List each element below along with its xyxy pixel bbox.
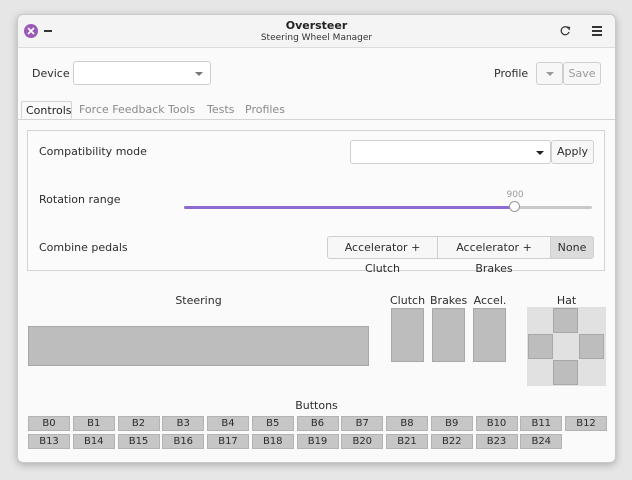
button-indicator-b4: B4 [207,416,249,431]
clutch-indicator [391,308,424,362]
button-indicator-b12: B12 [565,416,607,431]
button-indicator-b23: B23 [475,434,518,449]
button-indicator-b15: B15 [117,434,160,449]
window-title: Oversteer [285,19,348,32]
button-indicator-b0: B0 [28,416,70,431]
button-indicator-b2: B2 [117,416,160,431]
button-indicator-b24: B24 [520,434,563,449]
rotation-range-slider[interactable] [184,201,592,212]
combine-none-button[interactable]: None [550,236,594,259]
button-indicator-b14: B14 [72,434,115,449]
hat-up [553,308,578,333]
clutch-label: Clutch [390,294,426,307]
steering-indicator [28,326,369,366]
button-indicator-b22: B22 [430,434,473,449]
minimize-icon[interactable] [44,30,52,32]
title-bar: Oversteer Steering Wheel Manager [18,15,615,48]
combine-accel-brakes-button[interactable]: Accelerator + Brakes [437,236,551,275]
hat-label: Hat [556,294,577,307]
button-indicator-b19: B19 [296,434,339,449]
hat-down [553,360,578,385]
save-profile-button[interactable]: Save [563,62,601,85]
button-indicator-b18: B18 [251,434,294,449]
refresh-icon[interactable] [558,24,572,38]
rotation-range-value: 900 [506,190,524,200]
combine-accel-clutch-button[interactable]: Accelerator + Clutch [327,236,438,275]
device-combo[interactable] [73,61,211,85]
button-indicator-b7: B7 [341,416,384,431]
button-indicator-b21: B21 [386,434,428,449]
chevron-down-icon [536,151,544,155]
brakes-indicator [432,308,465,362]
hat-left [528,334,553,359]
hat-indicator [527,307,606,386]
tab-controls[interactable]: Controls [21,101,72,119]
slider-fill [184,206,515,209]
hat-right [579,334,604,359]
button-indicator-b9: B9 [430,416,473,431]
button-indicator-b13: B13 [28,434,70,449]
button-indicator-b5: B5 [251,416,294,431]
button-indicator-b20: B20 [341,434,384,449]
brakes-label: Brakes [430,294,468,307]
tab-profiles[interactable]: Profiles [245,103,285,116]
tab-force-feedback[interactable]: Force Feedback [79,103,165,116]
compatibility-mode-label: Compatibility mode [39,145,147,158]
slider-handle[interactable] [509,201,521,212]
button-indicator-b3: B3 [162,416,205,431]
rotation-range-label: Rotation range [39,193,121,206]
button-indicator-b1: B1 [72,416,115,431]
steering-label: Steering [175,294,222,307]
chevron-down-icon [546,72,554,76]
button-indicator-b11: B11 [520,416,563,431]
chevron-down-icon [195,72,203,76]
button-indicator-b10: B10 [475,416,518,431]
buttons-label: Buttons [295,399,338,412]
close-icon[interactable] [24,24,38,38]
button-indicator-b8: B8 [386,416,428,431]
tab-bar: Controls Force Feedback Tools Tests Prof… [18,101,615,120]
compatibility-mode-combo[interactable] [350,140,551,164]
hamburger-menu-icon[interactable] [592,26,602,36]
app-window: Oversteer Steering Wheel Manager Device … [17,14,616,463]
button-indicator-b16: B16 [162,434,205,449]
accel-label: Accel. [473,294,507,307]
button-indicator-b17: B17 [207,434,249,449]
tab-tools[interactable]: Tools [168,103,196,116]
apply-button[interactable]: Apply [551,140,594,164]
combine-pedals-label: Combine pedals [39,241,128,254]
tab-tests[interactable]: Tests [207,103,235,116]
device-label: Device [32,67,70,80]
profile-label: Profile [494,67,529,80]
button-indicator-b6: B6 [296,416,339,431]
accel-indicator [473,308,506,362]
profile-combo[interactable] [536,62,563,85]
window-subtitle: Steering Wheel Manager [260,33,373,43]
